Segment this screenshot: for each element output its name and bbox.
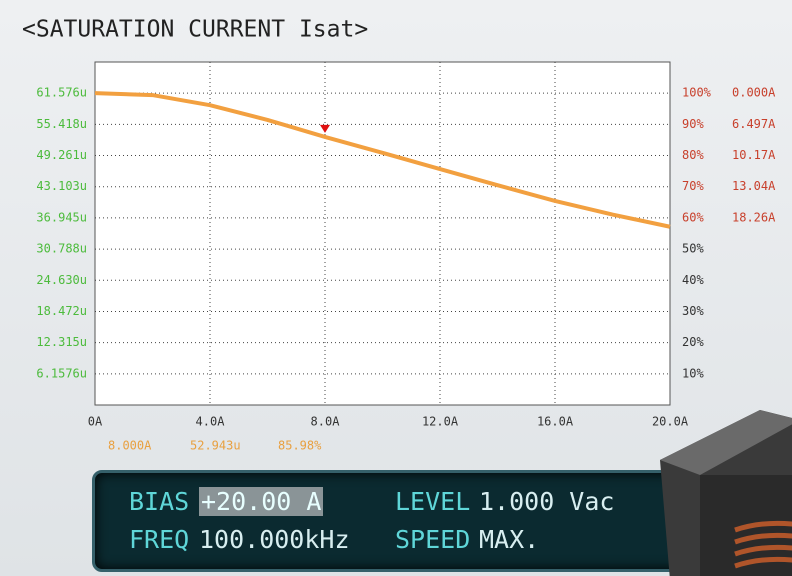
- settings-panel: BIAS +20.00 A LEVEL 1.000 Vac FREQ 100.0…: [92, 470, 718, 572]
- level-label: LEVEL: [395, 487, 470, 516]
- y2-tick-label: 10%: [682, 366, 704, 380]
- y-tick-label: 36.945u: [36, 210, 87, 224]
- y2-tick-label: 40%: [682, 273, 704, 287]
- y-tick-label: 30.788u: [36, 242, 87, 256]
- x-tick-label: 4.0A: [196, 415, 226, 429]
- y-tick-label: 55.418u: [36, 117, 87, 131]
- freq-label: FREQ: [129, 525, 189, 554]
- cursor-readout: 8.000A: [108, 439, 152, 453]
- bias-label: BIAS: [129, 487, 189, 516]
- cutoff-label: 18.26A: [732, 210, 776, 224]
- y-tick-label: 43.103u: [36, 179, 87, 193]
- cursor-readout: 85.98%: [278, 439, 322, 453]
- freq-value: 100.000kHz: [199, 525, 350, 554]
- plot-area: [95, 62, 670, 405]
- y2-tick-label: 20%: [682, 335, 704, 349]
- y2-tick-label: 50%: [682, 242, 704, 256]
- x-tick-label: 16.0A: [537, 415, 574, 429]
- cutoff-label: 10.17A: [732, 148, 776, 162]
- cursor-readout: 52.943u: [190, 439, 241, 453]
- y-tick-label: 6.1576u: [36, 366, 87, 380]
- level-value: 1.000 Vac: [479, 487, 614, 516]
- cutoff-label: 0.000A: [732, 86, 776, 100]
- y-tick-label: 61.576u: [36, 86, 87, 100]
- inductor-photo: [640, 400, 792, 576]
- speed-label: SPEED: [395, 525, 470, 554]
- y2-tick-label: 80%: [682, 148, 704, 162]
- y2-tick-label: 90%: [682, 117, 704, 131]
- y2-tick-label: 70%: [682, 179, 704, 193]
- y2-tick-label: 60%: [682, 210, 704, 224]
- y2-tick-label: 30%: [682, 304, 704, 318]
- y-tick-label: 49.261u: [36, 148, 87, 162]
- x-tick-label: 0A: [88, 415, 103, 429]
- y-tick-label: 18.472u: [36, 304, 87, 318]
- x-tick-label: 12.0A: [422, 415, 459, 429]
- y2-tick-label: 100%: [682, 86, 712, 100]
- instrument-screen: <SATURATION CURRENT Isat> 6.1576u 12.315u…: [0, 0, 792, 576]
- y-tick-label: 24.630u: [36, 273, 87, 287]
- y-tick-label: 12.315u: [36, 335, 87, 349]
- bias-value: +20.00 A: [199, 487, 323, 516]
- cutoff-label: 13.04A: [732, 179, 776, 193]
- cutoff-label: 6.497A: [732, 117, 776, 131]
- title: <SATURATION CURRENT Isat>: [22, 17, 368, 43]
- x-tick-label: 8.0A: [311, 415, 341, 429]
- speed-value: MAX.: [479, 525, 539, 554]
